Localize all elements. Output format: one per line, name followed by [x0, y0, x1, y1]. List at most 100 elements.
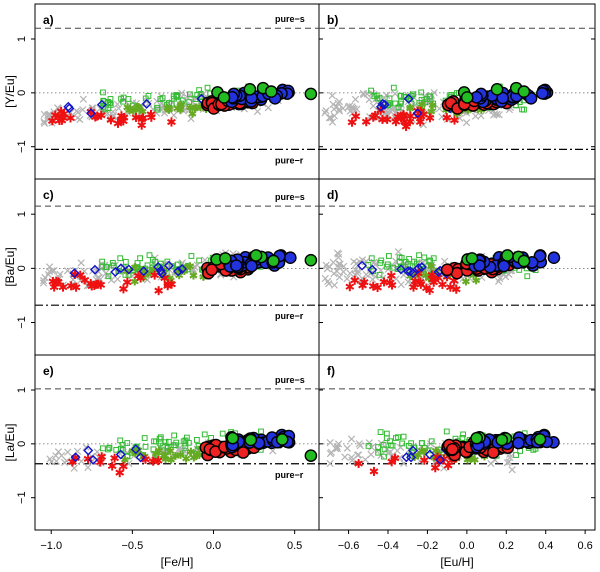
x-marker [326, 459, 334, 468]
x-stroke [368, 443, 376, 451]
x-stroke [94, 268, 103, 276]
x-tick-label: 0.6 [577, 540, 592, 552]
circle-marker [304, 449, 318, 462]
x-stroke [76, 115, 84, 124]
x-stroke [77, 259, 85, 267]
circle-marker [226, 431, 240, 445]
square-marker [157, 434, 164, 441]
star-stroke [119, 285, 128, 292]
square-marker [117, 255, 124, 262]
x-stroke [370, 258, 378, 266]
x-stroke [328, 91, 336, 100]
star-stroke [92, 281, 101, 288]
square-marker [122, 258, 129, 265]
x-marker [347, 435, 356, 443]
star-stroke [351, 113, 361, 120]
x-stroke [333, 249, 342, 257]
square-marker [100, 445, 106, 452]
star-stroke [161, 456, 170, 462]
x-marker [394, 248, 403, 256]
x-stroke [77, 457, 85, 465]
star-stroke [406, 105, 415, 112]
star-marker [58, 282, 68, 292]
square-marker [377, 429, 384, 435]
star-marker [106, 115, 116, 125]
x-marker [371, 273, 380, 281]
x-stroke [352, 259, 361, 267]
x-stroke [325, 114, 334, 122]
panel-frame [318, 354, 596, 531]
x-stroke [506, 453, 514, 462]
x-stroke [356, 441, 364, 450]
star-marker [351, 111, 361, 121]
x-marker [40, 118, 48, 126]
x-stroke [365, 439, 373, 447]
x-stroke [330, 112, 339, 120]
square-marker [165, 438, 172, 445]
star-marker [119, 112, 129, 122]
square-marker [109, 260, 116, 266]
x-stroke [462, 119, 471, 127]
x-marker [343, 444, 351, 452]
x-stroke [329, 258, 337, 266]
star-marker [358, 280, 367, 290]
panel-label: b) [327, 13, 338, 27]
x-stroke [45, 263, 54, 271]
star-stroke [406, 112, 415, 120]
pure-s-label: pure−s [275, 375, 305, 385]
x-marker [102, 269, 110, 277]
star-stroke [167, 118, 176, 126]
diamond-marker [96, 99, 107, 110]
x-marker [356, 441, 364, 450]
x-marker [328, 91, 336, 100]
diamond-marker [424, 449, 435, 460]
pure-r-label: pure−r [275, 311, 304, 321]
x-marker [386, 448, 395, 456]
x-stroke [396, 443, 405, 451]
star-stroke [182, 455, 191, 462]
x-stroke [253, 107, 262, 116]
x-stroke [395, 261, 403, 270]
x-tick-label: 0.0 [459, 540, 474, 552]
x-stroke [329, 100, 337, 108]
star-marker [189, 271, 198, 280]
star-marker [161, 454, 170, 463]
x-stroke [178, 93, 186, 101]
diamond-marker [135, 452, 146, 463]
star-marker [368, 281, 378, 291]
x-stroke [501, 273, 510, 281]
star-stroke [71, 284, 81, 291]
x-stroke [52, 452, 60, 460]
x-stroke [438, 113, 446, 121]
star-stroke [49, 283, 59, 291]
x-marker [506, 453, 514, 462]
x-tick-label: −0.2 [417, 540, 439, 552]
panel-label: c) [43, 188, 54, 202]
square-marker [196, 257, 203, 264]
diamond-marker [407, 445, 418, 456]
square-marker [375, 449, 382, 456]
x-marker [63, 267, 72, 275]
x-marker [79, 95, 87, 103]
x-axis-label-right: [Eu/H] [440, 555, 473, 569]
x-marker [253, 107, 262, 116]
star-stroke [47, 117, 57, 124]
panel-label: a) [43, 13, 54, 27]
x-stroke [53, 104, 62, 112]
star-stroke [461, 278, 470, 285]
circle-marker [495, 433, 509, 447]
star-stroke [149, 267, 158, 273]
circle-marker [465, 252, 479, 265]
pure-s-label: pure−s [275, 14, 305, 24]
square-marker [157, 96, 164, 102]
x-stroke [325, 280, 333, 288]
square-marker [170, 93, 177, 100]
x-marker [491, 110, 499, 118]
star-stroke [345, 283, 355, 290]
x-stroke [41, 273, 49, 282]
x-marker [355, 440, 363, 448]
star-marker [191, 104, 199, 113]
square-marker [393, 435, 399, 441]
diamond-marker [379, 99, 390, 110]
star-marker [154, 286, 164, 296]
